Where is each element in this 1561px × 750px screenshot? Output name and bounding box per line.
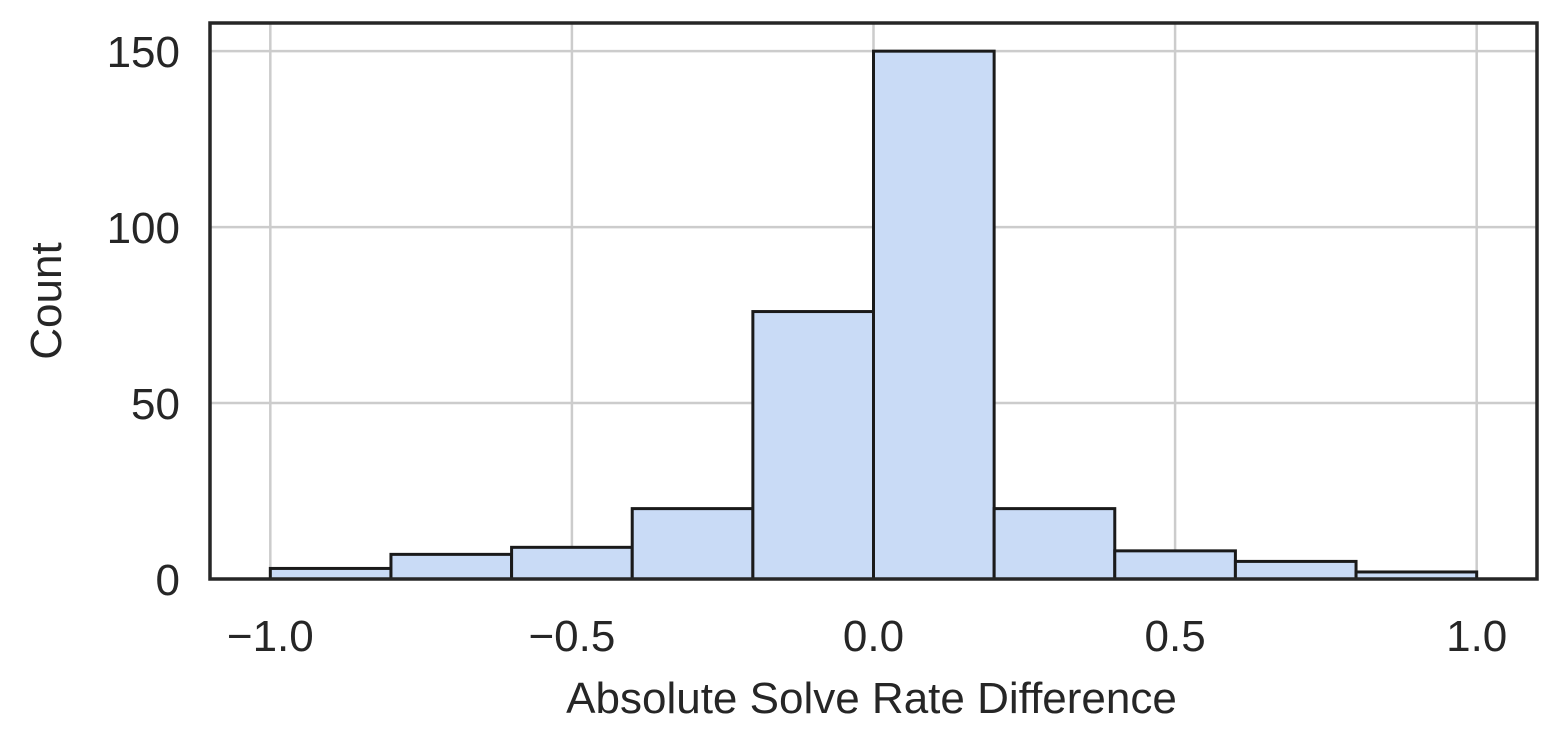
x-tick-label: −1.0 — [227, 612, 314, 661]
y-tick-label: 50 — [131, 380, 180, 429]
x-tick-label: 1.0 — [1446, 612, 1507, 661]
histogram-bar — [1113, 549, 1237, 581]
histogram-bar — [872, 49, 996, 581]
plot-frame — [208, 21, 1539, 581]
x-tick-labels: −1.0 −0.5 0.0 0.5 1.0 — [227, 612, 1507, 661]
histogram-bar — [389, 552, 514, 581]
bars — [268, 49, 1479, 581]
histogram-bar — [1233, 559, 1358, 581]
histogram-bar — [510, 545, 634, 581]
y-tick-label: 100 — [107, 204, 180, 253]
y-tick-label: 0 — [156, 556, 180, 605]
y-tick-label: 150 — [107, 28, 180, 77]
x-axis-label: Absolute Solve Rate Difference — [566, 674, 1177, 723]
histogram-bar — [751, 310, 876, 581]
x-tick-label: 0.0 — [843, 612, 904, 661]
x-tick-label: −0.5 — [528, 612, 615, 661]
histogram-bar — [630, 507, 755, 581]
y-tick-labels: 0 50 100 150 — [107, 28, 180, 605]
y-axis-label: Count — [22, 242, 71, 359]
x-tick-label: 0.5 — [1145, 612, 1206, 661]
histogram-bar — [992, 507, 1117, 581]
